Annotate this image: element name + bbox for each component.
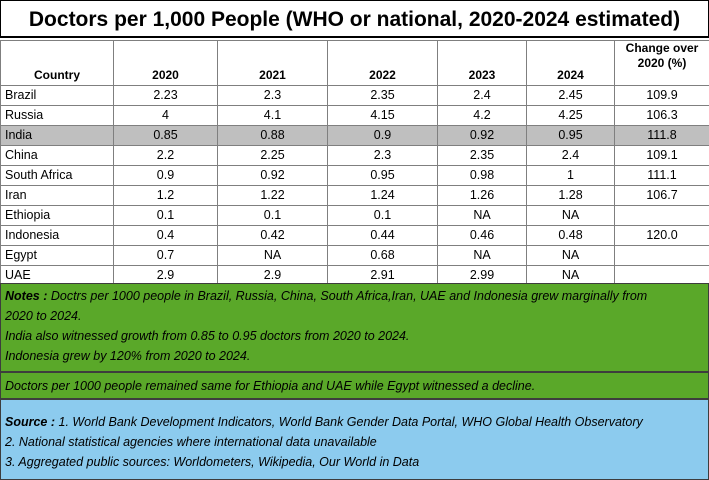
notes-line-2: 2020 to 2024. xyxy=(5,309,82,323)
value-cell: 0.44 xyxy=(327,225,438,246)
header-2022: 2022 xyxy=(327,40,438,86)
value-cell: 0.98 xyxy=(437,165,527,186)
value-cell: NA xyxy=(217,245,328,266)
value-cell: 2.3 xyxy=(217,85,328,106)
value-cell: 1 xyxy=(526,165,615,186)
doctors-table: Country 2020 2021 2022 2023 2024 Change … xyxy=(0,40,709,286)
change-cell: 109.1 xyxy=(614,145,709,166)
value-cell: 2.35 xyxy=(437,145,527,166)
value-cell: 0.85 xyxy=(113,125,218,146)
value-cell: 2.23 xyxy=(113,85,218,106)
value-cell: 0.1 xyxy=(217,205,328,226)
table-row: China 2.2 2.25 2.3 2.35 2.4 109.1 xyxy=(0,145,709,166)
value-cell: 0.48 xyxy=(526,225,615,246)
value-cell: 4.2 xyxy=(437,105,527,126)
value-cell: 0.9 xyxy=(113,165,218,186)
change-cell xyxy=(614,245,709,266)
table-row: UAE 2.9 2.9 2.91 2.99 NA xyxy=(0,265,709,286)
notes-decline-box: Doctors per 1000 people remained same fo… xyxy=(0,372,709,399)
value-cell: 2.35 xyxy=(327,85,438,106)
value-cell: 0.4 xyxy=(113,225,218,246)
value-cell: 1.28 xyxy=(526,185,615,206)
value-cell: 0.95 xyxy=(526,125,615,146)
value-cell: 4.1 xyxy=(217,105,328,126)
value-cell: 2.4 xyxy=(437,85,527,106)
source-box: Source : 1. World Bank Development Indic… xyxy=(0,399,709,480)
change-cell: 106.7 xyxy=(614,185,709,206)
value-cell: 1.26 xyxy=(437,185,527,206)
value-cell: 2.4 xyxy=(526,145,615,166)
change-cell: 106.3 xyxy=(614,105,709,126)
header-change: Change over 2020 (%) xyxy=(614,40,709,86)
table-row: Ethiopia 0.1 0.1 0.1 NA NA xyxy=(0,205,709,226)
value-cell: NA xyxy=(437,205,527,226)
table-row: Iran 1.2 1.22 1.24 1.26 1.28 106.7 xyxy=(0,185,709,206)
header-row: Country 2020 2021 2022 2023 2024 Change … xyxy=(0,40,709,86)
table-row: South Africa 0.9 0.92 0.95 0.98 1 111.1 xyxy=(0,165,709,186)
country-cell: Brazil xyxy=(0,85,114,106)
header-2024: 2024 xyxy=(526,40,615,86)
change-cell xyxy=(614,205,709,226)
country-cell: Russia xyxy=(0,105,114,126)
source-label: Source : xyxy=(5,415,56,429)
value-cell: 4 xyxy=(113,105,218,126)
value-cell: 0.1 xyxy=(113,205,218,226)
value-cell: 0.68 xyxy=(327,245,438,266)
value-cell: 0.92 xyxy=(437,125,527,146)
change-cell: 120.0 xyxy=(614,225,709,246)
value-cell: 1.22 xyxy=(217,185,328,206)
table-row: Russia 4 4.1 4.15 4.2 4.25 106.3 xyxy=(0,105,709,126)
value-cell: 2.3 xyxy=(327,145,438,166)
value-cell: 0.95 xyxy=(327,165,438,186)
country-cell: China xyxy=(0,145,114,166)
change-cell: 111.8 xyxy=(614,125,709,146)
value-cell: 4.15 xyxy=(327,105,438,126)
value-cell: 2.2 xyxy=(113,145,218,166)
source-line-1: 1. World Bank Development Indicators, Wo… xyxy=(55,415,643,429)
value-cell: NA xyxy=(526,245,615,266)
value-cell: 2.25 xyxy=(217,145,328,166)
country-cell: Egypt xyxy=(0,245,114,266)
table-row: Egypt 0.7 NA 0.68 NA NA xyxy=(0,245,709,266)
value-cell: 0.92 xyxy=(217,165,328,186)
country-cell: Indonesia xyxy=(0,225,114,246)
country-cell: Iran xyxy=(0,185,114,206)
change-cell: 109.9 xyxy=(614,85,709,106)
value-cell: 0.46 xyxy=(437,225,527,246)
table-row: Brazil 2.23 2.3 2.35 2.4 2.45 109.9 xyxy=(0,85,709,106)
value-cell: 4.25 xyxy=(526,105,615,126)
value-cell: 0.42 xyxy=(217,225,328,246)
value-cell: 1.24 xyxy=(327,185,438,206)
value-cell: 0.1 xyxy=(327,205,438,226)
value-cell: 2.99 xyxy=(437,265,527,286)
source-line-2: 2. National statistical agencies where i… xyxy=(5,435,377,449)
table-row: Indonesia 0.4 0.42 0.44 0.46 0.48 120.0 xyxy=(0,225,709,246)
country-cell: South Africa xyxy=(0,165,114,186)
notes-line-3: India also witnessed growth from 0.85 to… xyxy=(5,329,410,343)
country-cell: Ethiopia xyxy=(0,205,114,226)
value-cell: 0.88 xyxy=(217,125,328,146)
value-cell: 1.2 xyxy=(113,185,218,206)
source-line-3: 3. Aggregated public sources: Worldomete… xyxy=(5,455,420,469)
notes-line-4: Indonesia grew by 120% from 2020 to 2024… xyxy=(5,349,251,363)
value-cell: NA xyxy=(526,205,615,226)
header-2021: 2021 xyxy=(217,40,328,86)
notes-label: Notes : xyxy=(5,289,48,303)
value-cell: 2.45 xyxy=(526,85,615,106)
header-2020: 2020 xyxy=(113,40,218,86)
table-row: India 0.85 0.88 0.9 0.92 0.95 111.8 xyxy=(0,125,709,146)
value-cell: NA xyxy=(437,245,527,266)
notes-line-1: Doctrs per 1000 people in Brazil, Russia… xyxy=(47,289,648,303)
header-country: Country xyxy=(0,40,114,86)
table-title: Doctors per 1,000 People (WHO or nationa… xyxy=(0,0,709,38)
change-cell: 111.1 xyxy=(614,165,709,186)
notes-line-5: Doctors per 1000 people remained same fo… xyxy=(5,379,536,393)
value-cell: 0.7 xyxy=(113,245,218,266)
value-cell: 0.9 xyxy=(327,125,438,146)
country-cell: India xyxy=(0,125,114,146)
notes-box: Notes : Doctrs per 1000 people in Brazil… xyxy=(0,283,709,372)
header-2023: 2023 xyxy=(437,40,527,86)
